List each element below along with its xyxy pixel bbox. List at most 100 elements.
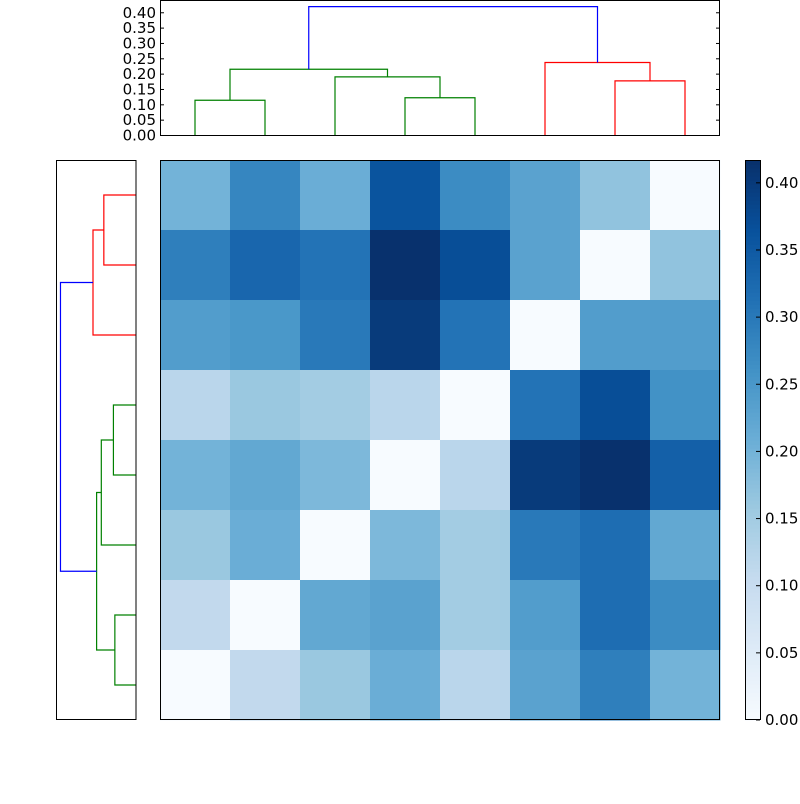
colorbar-segment <box>745 284 760 289</box>
dendrogram-link <box>92 229 136 336</box>
colorbar-segment <box>745 580 760 585</box>
y-tick-label: 0.40 <box>123 4 156 22</box>
colorbar-segment <box>745 460 760 465</box>
heatmap-cell <box>230 650 301 721</box>
heatmap-cell <box>510 510 581 581</box>
colorbar-segment <box>745 576 760 581</box>
heatmap-cell <box>160 230 231 301</box>
dendrogram-link <box>334 76 441 136</box>
colorbar-segment <box>745 500 760 505</box>
colorbar-segment <box>745 224 760 229</box>
colorbar-segment <box>745 484 760 489</box>
colorbar-segment <box>745 212 760 217</box>
colorbar-segment <box>745 624 760 629</box>
heatmap-cell <box>440 650 511 721</box>
colorbar-segment <box>745 664 760 669</box>
heatmap-cell <box>580 650 651 721</box>
heatmap-cell <box>230 300 301 371</box>
heatmap-cell <box>510 300 581 371</box>
colorbar-segment <box>745 628 760 633</box>
heatmap-cell <box>650 370 721 441</box>
colorbar-segment <box>745 368 760 373</box>
colorbar-segment <box>745 376 760 381</box>
colorbar-segment <box>745 672 760 677</box>
colorbar-segment <box>745 612 760 617</box>
colorbar-segment <box>745 464 760 469</box>
colorbar-segment <box>745 636 760 641</box>
heatmap-cell <box>370 650 441 721</box>
colorbar-segment <box>745 552 760 557</box>
colorbar-segment <box>745 164 760 169</box>
colorbar-segment <box>745 272 760 277</box>
heatmap-cell <box>370 510 441 581</box>
colorbar-segment <box>745 352 760 357</box>
heatmap-cell <box>580 440 651 511</box>
heatmap-cell <box>300 580 371 651</box>
colorbar-segment <box>745 680 760 685</box>
colorbar-segment <box>745 196 760 201</box>
colorbar-segment <box>745 288 760 293</box>
colorbar-tick-label: 0.05 <box>765 644 798 662</box>
heatmap-cell <box>370 370 441 441</box>
colorbar-segment <box>745 304 760 309</box>
colorbar-tick-label: 0.35 <box>765 241 798 259</box>
y-tick-label: 0.05 <box>123 111 156 129</box>
heatmap-cell <box>650 510 721 581</box>
colorbar-segment <box>745 676 760 681</box>
dendrogram-link <box>112 404 136 476</box>
colorbar-segment <box>745 396 760 401</box>
dendrogram-link <box>229 68 389 101</box>
axes-frame <box>160 0 720 136</box>
colorbar-segment <box>745 660 760 665</box>
top-dendrogram: 0.000.050.100.150.200.250.300.350.40 <box>123 0 720 145</box>
colorbar-segment <box>745 332 760 337</box>
heatmap-cell <box>370 580 441 651</box>
y-tick-label: 0.00 <box>123 127 156 145</box>
heatmap-cell <box>510 580 581 651</box>
colorbar-segment <box>745 236 760 241</box>
colorbar-segment <box>745 264 760 269</box>
colorbar-segment <box>745 240 760 245</box>
colorbar-segment <box>745 184 760 189</box>
colorbar-segment <box>745 696 760 701</box>
colorbar-tick-label: 0.30 <box>765 308 798 326</box>
colorbar-segment <box>745 216 760 221</box>
colorbar-segment <box>745 456 760 461</box>
y-tick-label: 0.15 <box>123 80 156 98</box>
heatmap-cell <box>440 370 511 441</box>
colorbar-segment <box>745 600 760 605</box>
colorbar-segment <box>745 208 760 213</box>
heatmap-cell <box>580 300 651 371</box>
heatmap-cell <box>230 370 301 441</box>
colorbar-segment <box>745 592 760 597</box>
colorbar-segment <box>745 420 760 425</box>
colorbar-segment <box>745 168 760 173</box>
heatmap-cell <box>230 230 301 301</box>
heatmap-cell <box>580 510 651 581</box>
colorbar-segment <box>745 560 760 565</box>
colorbar-segment <box>745 448 760 453</box>
heatmap-cell <box>510 370 581 441</box>
colorbar-segment <box>745 228 760 233</box>
y-tick-label: 0.25 <box>123 50 156 68</box>
colorbar-segment <box>745 584 760 589</box>
left-dendrogram <box>56 160 137 720</box>
colorbar-segment <box>745 632 760 637</box>
colorbar-segment <box>745 472 760 477</box>
colorbar-segment <box>745 492 760 497</box>
heatmap-cell <box>230 510 301 581</box>
heatmap-cell <box>440 230 511 301</box>
colorbar-segment <box>745 540 760 545</box>
heatmap-cell <box>300 440 371 511</box>
colorbar-segment <box>745 468 760 473</box>
colorbar-segment <box>745 364 760 369</box>
colorbar-segment <box>745 716 760 721</box>
colorbar-segment <box>745 188 760 193</box>
heatmap-cell <box>300 160 371 231</box>
colorbar-segment <box>745 232 760 237</box>
dendrogram-link <box>544 61 651 136</box>
colorbar-segment <box>745 388 760 393</box>
colorbar-segment <box>745 508 760 513</box>
colorbar-segment <box>745 320 760 325</box>
colorbar-segment <box>745 172 760 177</box>
